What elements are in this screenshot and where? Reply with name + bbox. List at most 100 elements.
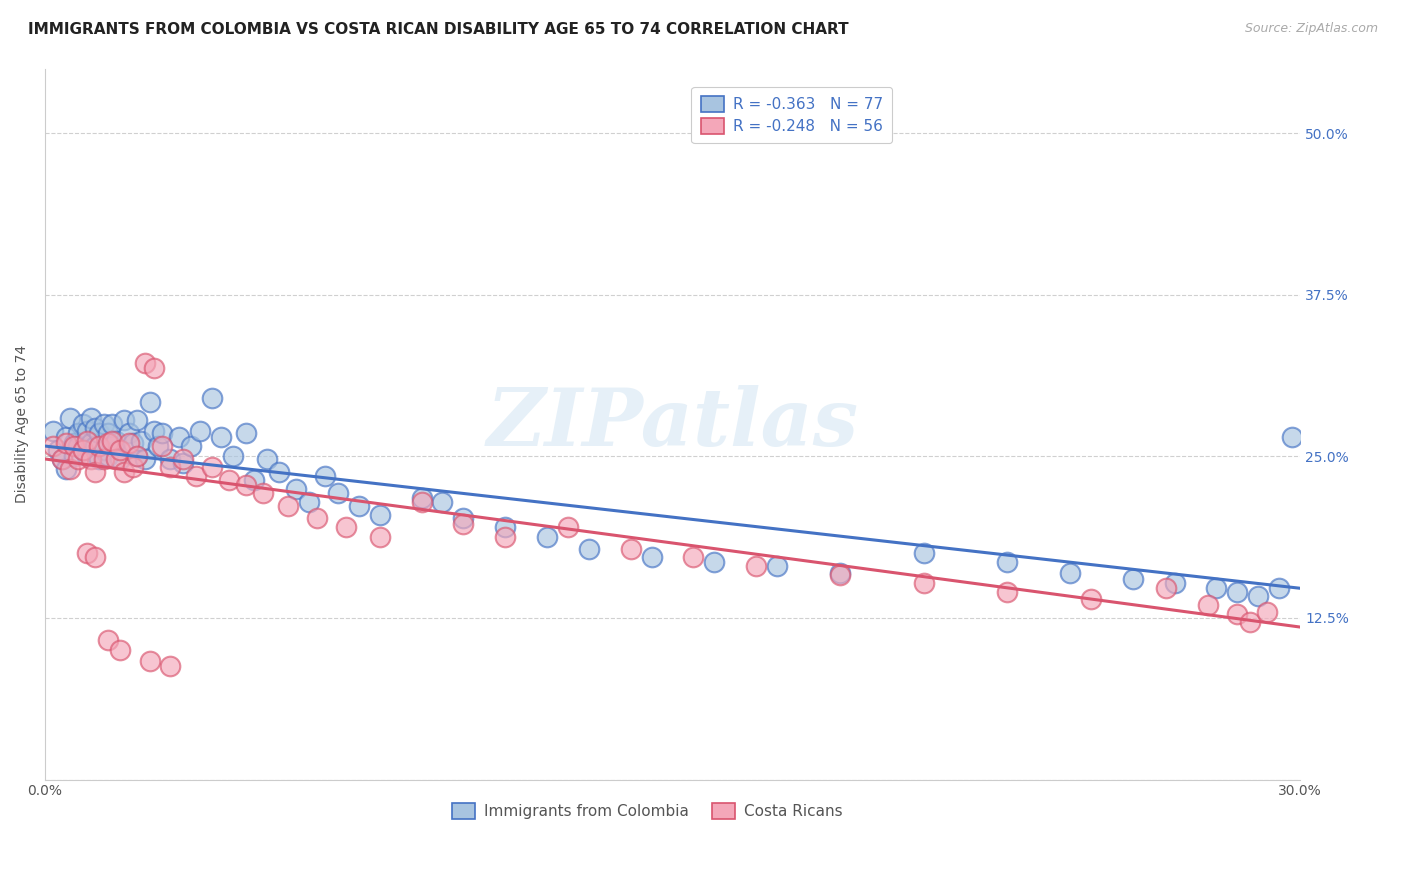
Point <box>125 450 148 464</box>
Point <box>256 452 278 467</box>
Point <box>150 439 173 453</box>
Point <box>63 450 86 464</box>
Point <box>110 643 132 657</box>
Point <box>180 439 202 453</box>
Point <box>42 439 65 453</box>
Point <box>159 459 181 474</box>
Point <box>72 442 94 457</box>
Point <box>97 436 120 450</box>
Point <box>347 499 370 513</box>
Point <box>55 436 77 450</box>
Point <box>766 559 789 574</box>
Point <box>121 459 143 474</box>
Point <box>494 520 516 534</box>
Point <box>159 658 181 673</box>
Point <box>1226 585 1249 599</box>
Point <box>138 654 160 668</box>
Point <box>252 485 274 500</box>
Text: Source: ZipAtlas.com: Source: ZipAtlas.com <box>1244 22 1378 36</box>
Point <box>93 452 115 467</box>
Point <box>411 494 433 508</box>
Point <box>297 494 319 508</box>
Point <box>97 450 120 464</box>
Point <box>76 546 98 560</box>
Point <box>201 391 224 405</box>
Point <box>745 559 768 574</box>
Point <box>59 410 82 425</box>
Point <box>453 511 475 525</box>
Point <box>188 424 211 438</box>
Point <box>703 555 725 569</box>
Point <box>1154 581 1177 595</box>
Point <box>51 452 73 467</box>
Point <box>578 542 600 557</box>
Point <box>117 426 139 441</box>
Point <box>1122 572 1144 586</box>
Point <box>1205 581 1227 595</box>
Point <box>995 585 1018 599</box>
Point <box>114 465 136 479</box>
Point <box>172 456 194 470</box>
Point <box>222 450 245 464</box>
Point <box>1268 581 1291 595</box>
Point <box>63 436 86 450</box>
Point <box>125 413 148 427</box>
Point <box>142 424 165 438</box>
Point <box>828 566 851 580</box>
Point <box>84 439 107 453</box>
Y-axis label: Disability Age 65 to 74: Disability Age 65 to 74 <box>15 345 30 503</box>
Point <box>76 450 98 464</box>
Point <box>335 520 357 534</box>
Point <box>89 452 111 467</box>
Point <box>105 452 128 467</box>
Point <box>93 442 115 457</box>
Point <box>172 452 194 467</box>
Point <box>682 550 704 565</box>
Point <box>557 520 579 534</box>
Point <box>101 417 124 431</box>
Point <box>305 511 328 525</box>
Point <box>134 356 156 370</box>
Point <box>80 452 103 467</box>
Point <box>411 491 433 505</box>
Point <box>89 439 111 453</box>
Point <box>1247 589 1270 603</box>
Point <box>142 361 165 376</box>
Point <box>536 530 558 544</box>
Point <box>114 413 136 427</box>
Point <box>93 417 115 431</box>
Legend: Immigrants from Colombia, Costa Ricans: Immigrants from Colombia, Costa Ricans <box>446 797 849 825</box>
Point <box>432 494 454 508</box>
Point <box>67 452 90 467</box>
Point <box>314 468 336 483</box>
Point <box>184 468 207 483</box>
Point <box>80 410 103 425</box>
Point <box>201 459 224 474</box>
Point <box>72 417 94 431</box>
Point <box>76 424 98 438</box>
Point <box>138 395 160 409</box>
Point <box>277 499 299 513</box>
Point <box>1256 605 1278 619</box>
Point <box>125 450 148 464</box>
Point <box>42 424 65 438</box>
Point <box>1239 615 1261 629</box>
Point <box>995 555 1018 569</box>
Point <box>640 550 662 565</box>
Point <box>110 442 132 457</box>
Point <box>269 465 291 479</box>
Point <box>129 434 152 448</box>
Point <box>912 576 935 591</box>
Point <box>159 452 181 467</box>
Text: IMMIGRANTS FROM COLOMBIA VS COSTA RICAN DISABILITY AGE 65 TO 74 CORRELATION CHAR: IMMIGRANTS FROM COLOMBIA VS COSTA RICAN … <box>28 22 849 37</box>
Point <box>105 434 128 448</box>
Point <box>67 439 90 453</box>
Point <box>55 462 77 476</box>
Point <box>101 434 124 448</box>
Point <box>101 439 124 453</box>
Point <box>912 546 935 560</box>
Point <box>97 426 120 441</box>
Point <box>146 439 169 453</box>
Point <box>326 485 349 500</box>
Point <box>209 430 232 444</box>
